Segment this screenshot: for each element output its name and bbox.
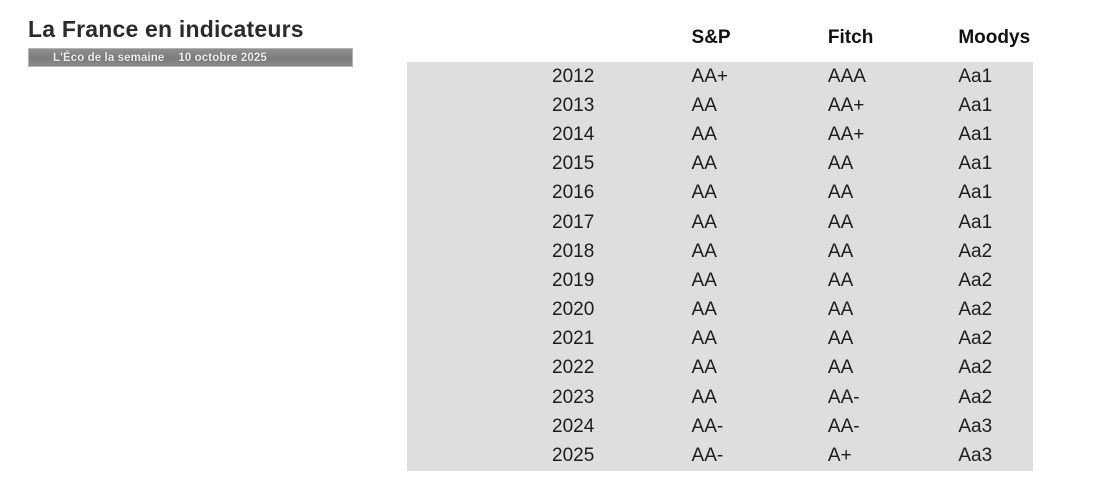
cell-fitch: AA+: [827, 123, 865, 145]
table-row: 2023 AA AA- Aa2: [407, 383, 1033, 412]
cell-year: 2013: [552, 94, 595, 116]
cell-moodys: Aa1: [958, 153, 993, 175]
table-row: 2025 AA- A+ Aa3: [407, 441, 1033, 470]
cell-fitch: AA: [827, 299, 854, 321]
cell-sp: AA: [691, 299, 717, 321]
cell-year: 2017: [552, 211, 595, 233]
cell-fitch: AA: [827, 240, 854, 262]
cell-moodys: Aa2: [958, 357, 993, 379]
cell-sp: AA: [691, 269, 717, 291]
cell-moodys: Aa2: [958, 328, 993, 350]
cell-year: 2018: [552, 240, 595, 262]
ratings-table-header: S&P Fitch Moodys: [407, 14, 1033, 62]
page-title: La France en indicateurs: [28, 16, 304, 42]
cell-sp: AA: [691, 123, 717, 145]
cell-year: 2024: [552, 415, 595, 437]
table-row: 2020 AA AA Aa2: [407, 296, 1033, 325]
table-row: 2021 AA AA Aa2: [407, 325, 1033, 354]
cell-sp: AA: [691, 328, 717, 350]
ratings-table: S&P Fitch Moodys 2012 AA+ AAA Aa1 2013 AA AA+ A…: [407, 14, 1033, 471]
cell-moodys: Aa2: [958, 299, 993, 321]
subtitle-bar: L'Éco de la semaine 10 octobre 2025: [28, 48, 353, 67]
header-block: La France en indicateurs L'Éco de la sem…: [28, 16, 388, 67]
cell-fitch: AA-: [827, 415, 860, 437]
cell-sp: AA-: [691, 415, 724, 437]
cell-year: 2014: [552, 123, 595, 145]
cell-moodys: Aa2: [958, 240, 993, 262]
cell-moodys: Aa2: [958, 386, 993, 408]
cell-moodys: Aa2: [958, 269, 993, 291]
cell-fitch: AA-: [827, 386, 860, 408]
subtitle-label: L'Éco de la semaine: [53, 51, 165, 64]
cell-sp: AA: [691, 182, 717, 204]
table-header-row: S&P Fitch Moodys: [407, 14, 1033, 62]
cell-year: 2020: [552, 299, 595, 321]
subtitle-date: 10 octobre 2025: [178, 51, 267, 64]
ratings-panel-background: [407, 62, 1033, 471]
table-row: 2017 AA AA Aa1: [407, 208, 1033, 237]
cell-fitch: AA: [827, 182, 854, 204]
cell-fitch: A+: [827, 445, 852, 467]
column-header-fitch: Fitch: [827, 27, 874, 48]
table-row: 2019 AA AA Aa2: [407, 266, 1033, 295]
cell-sp: AA: [691, 153, 717, 175]
table-row: 2012 AA+ AAA Aa1: [407, 62, 1033, 91]
cell-year: 2012: [552, 65, 595, 87]
cell-moodys: Aa1: [958, 182, 993, 204]
cell-moodys: Aa1: [958, 123, 993, 145]
table-row: 2014 AA AA+ Aa1: [407, 120, 1033, 149]
cell-fitch: AA+: [827, 94, 865, 116]
cell-sp: AA: [691, 211, 717, 233]
column-header-sp: S&P: [691, 27, 731, 48]
cell-year: 2025: [552, 445, 595, 467]
cell-moodys: Aa1: [958, 211, 993, 233]
ratings-table-body: 2012 AA+ AAA Aa1 2013 AA AA+ Aa1 2014 AA AA+ Aa1 201…: [407, 62, 1033, 471]
cell-moodys: Aa3: [958, 445, 993, 467]
table-row: 2024 AA- AA- Aa3: [407, 412, 1033, 441]
cell-sp: AA: [691, 357, 717, 379]
cell-sp: AA: [691, 94, 717, 116]
cell-fitch: AAA: [827, 65, 866, 87]
cell-sp: AA: [691, 386, 717, 408]
cell-fitch: AA: [827, 328, 854, 350]
cell-year: 2022: [552, 357, 595, 379]
table-row: 2016 AA AA Aa1: [407, 179, 1033, 208]
column-header-year: [407, 14, 599, 62]
cell-moodys: Aa1: [958, 94, 993, 116]
table-row: 2022 AA AA Aa2: [407, 354, 1033, 383]
table-row: 2013 AA AA+ Aa1: [407, 91, 1033, 120]
cell-fitch: AA: [827, 269, 854, 291]
cell-fitch: AA: [827, 153, 854, 175]
cell-sp: AA-: [691, 445, 724, 467]
cell-year: 2019: [552, 269, 595, 291]
cell-year: 2015: [552, 153, 595, 175]
table-row: 2018 AA AA Aa2: [407, 237, 1033, 266]
table-row: 2015 AA AA Aa1: [407, 150, 1033, 179]
cell-sp: AA+: [691, 65, 728, 87]
cell-year: 2023: [552, 386, 595, 408]
cell-moodys: Aa1: [958, 65, 993, 87]
cell-sp: AA: [691, 240, 717, 262]
cell-moodys: Aa3: [958, 415, 993, 437]
cell-year: 2016: [552, 182, 595, 204]
column-header-moodys: Moodys: [958, 27, 1031, 48]
cell-fitch: AA: [827, 211, 854, 233]
cell-year: 2021: [552, 328, 595, 350]
cell-fitch: AA: [827, 357, 854, 379]
